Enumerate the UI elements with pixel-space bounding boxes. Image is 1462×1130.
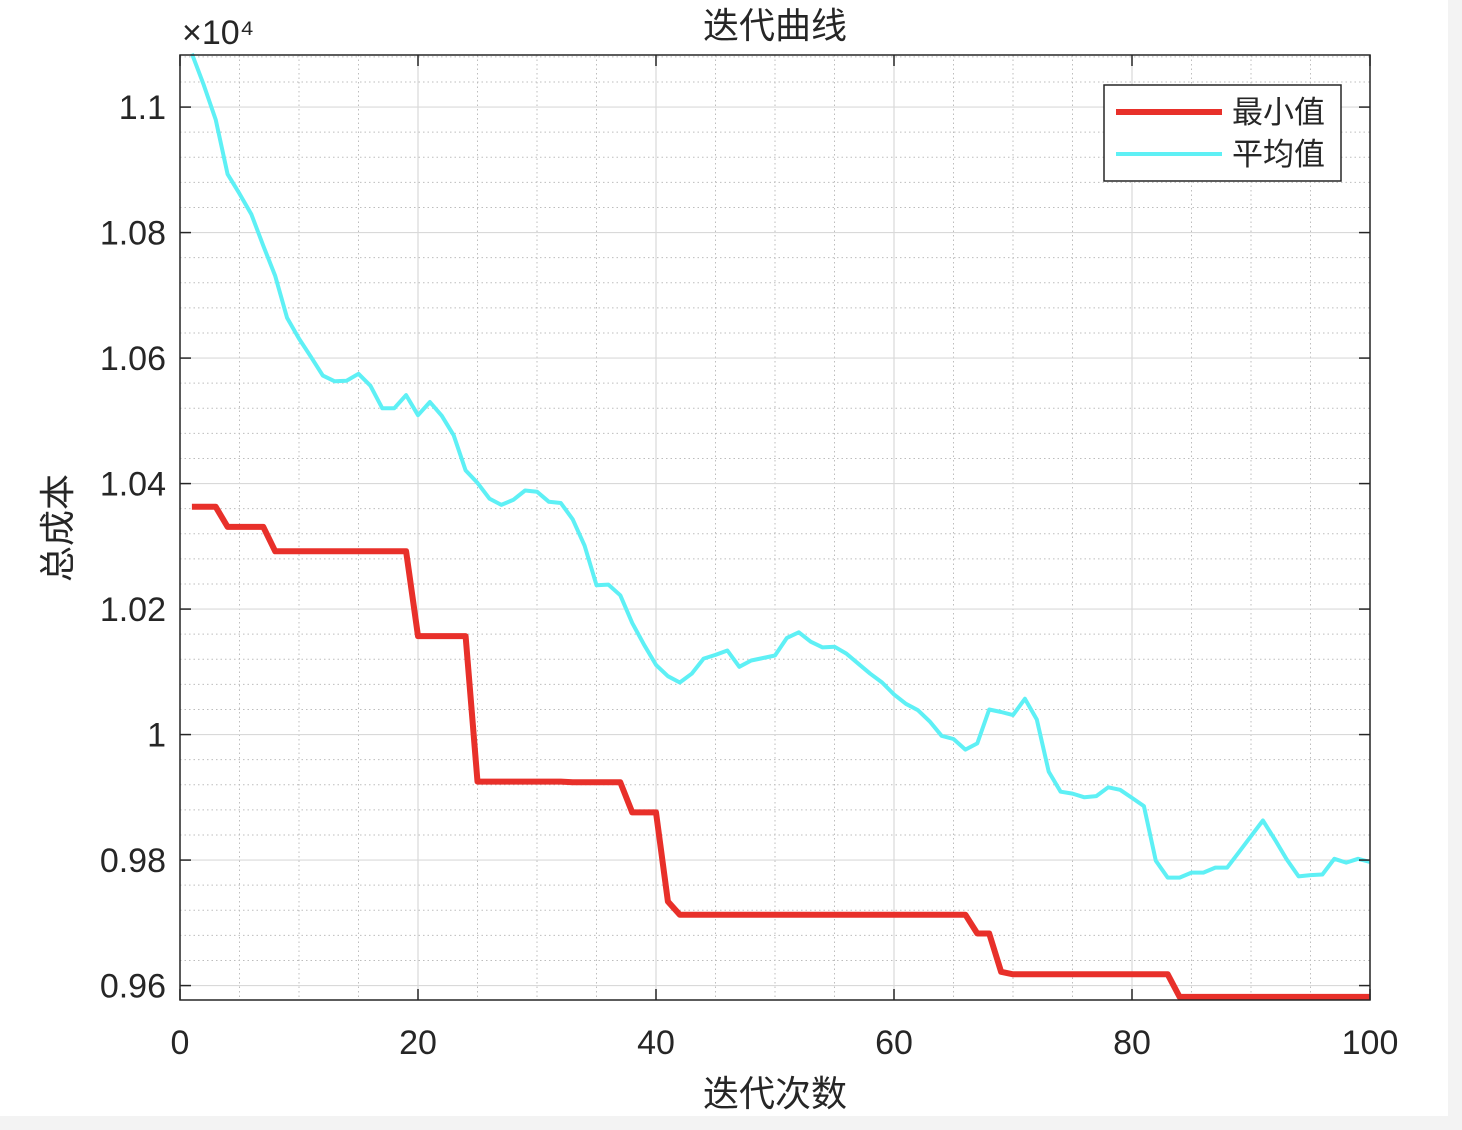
tick-marks <box>179 55 1371 1000</box>
x-tick-label: 60 <box>875 1024 913 1062</box>
legend: 最小值 平均值 <box>1103 84 1342 182</box>
series-line-min <box>191 503 1370 1000</box>
series-line-avg <box>190 52 1371 880</box>
chart-title: 迭代曲线 <box>703 6 847 47</box>
x-axis-label: 迭代次数 <box>703 1074 847 1115</box>
y-tick-label: 1.06 <box>100 340 166 378</box>
legend-box <box>1103 84 1342 182</box>
minor-grid <box>180 55 1370 1000</box>
y-tick-label: 1.08 <box>100 215 166 253</box>
y-tick-label: 1.1 <box>119 89 166 127</box>
chart: 0 20 40 60 80 100 0.96 0.98 1 1.02 1.04 1.06 1.08 1.… <box>38 6 1399 1115</box>
window-edge-bottom <box>0 1116 1462 1130</box>
legend-label-avg: 平均值 <box>1232 137 1325 173</box>
y-exponent-label: ×10⁴ <box>182 14 254 52</box>
plot-frame <box>179 54 1371 1001</box>
y-tick-labels: 0.96 0.98 1 1.02 1.04 1.06 1.08 1.1 <box>100 89 166 1005</box>
y-tick-label: 0.96 <box>100 968 166 1006</box>
y-tick-label: 1.04 <box>100 466 166 504</box>
x-tick-label: 40 <box>637 1024 675 1062</box>
y-tick-label: 1 <box>147 717 166 755</box>
y-tick-label: 0.98 <box>100 842 166 880</box>
x-tick-label: 20 <box>399 1024 437 1062</box>
y-axis-label: 总成本 <box>38 474 79 582</box>
window-edge-right <box>1448 0 1462 1130</box>
x-tick-label: 0 <box>171 1024 190 1062</box>
legend-label-min: 最小值 <box>1232 95 1325 131</box>
x-tick-labels: 0 20 40 60 80 100 <box>171 1024 1399 1062</box>
y-tick-label: 1.02 <box>100 591 166 629</box>
x-tick-label: 80 <box>1113 1024 1151 1062</box>
x-tick-label: 100 <box>1342 1024 1399 1062</box>
series-layer <box>190 52 1371 1000</box>
